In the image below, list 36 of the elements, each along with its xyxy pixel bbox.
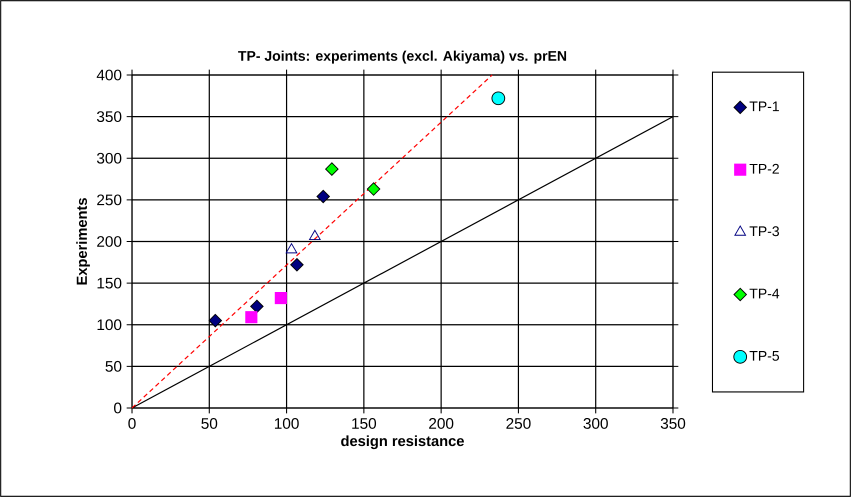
point — [366, 182, 380, 196]
y-tick-label: 0 — [114, 402, 122, 414]
x-tick-label: 200 — [429, 418, 454, 429]
x-tick-label: 300 — [584, 418, 608, 429]
legend-label: TP-2 — [750, 164, 779, 174]
legend-label: TP-1 — [750, 102, 779, 112]
x-axis-title: design resistance — [341, 435, 464, 450]
y-tick-label: 400 — [96, 70, 122, 80]
point — [290, 258, 304, 272]
x-tick-label: 250 — [506, 418, 531, 429]
y-tick-label: 350 — [96, 111, 122, 122]
legend-label: TP-4 — [750, 288, 780, 298]
point — [309, 230, 321, 240]
x-tick-label: 50 — [201, 418, 218, 429]
y-tick-label: 50 — [106, 360, 122, 372]
y-tick-label: 250 — [97, 194, 122, 206]
point — [316, 190, 330, 204]
legend-label: TP-3 — [750, 226, 779, 236]
y-tick-label: 150 — [98, 278, 122, 289]
x-tick-label: 0 — [128, 418, 136, 429]
y-tick-label: 200 — [97, 236, 122, 247]
chart-title: TP- Joints: experiments (excl. Akiyama) vs. prEN — [238, 50, 566, 64]
point — [286, 243, 298, 254]
point — [245, 311, 258, 324]
legend-label: TP-5 — [750, 351, 780, 361]
point — [491, 91, 506, 106]
point — [208, 314, 222, 328]
y-axis-title: Experiments — [76, 198, 90, 285]
y-tick-label: 100 — [98, 319, 122, 330]
x-tick-label: 150 — [352, 418, 376, 429]
x-tick-label: 100 — [274, 418, 299, 429]
x-tick-label: 350 — [660, 418, 686, 429]
point — [325, 162, 339, 176]
point — [274, 292, 287, 304]
point — [250, 300, 264, 314]
y-tick-label: 300 — [96, 152, 122, 164]
